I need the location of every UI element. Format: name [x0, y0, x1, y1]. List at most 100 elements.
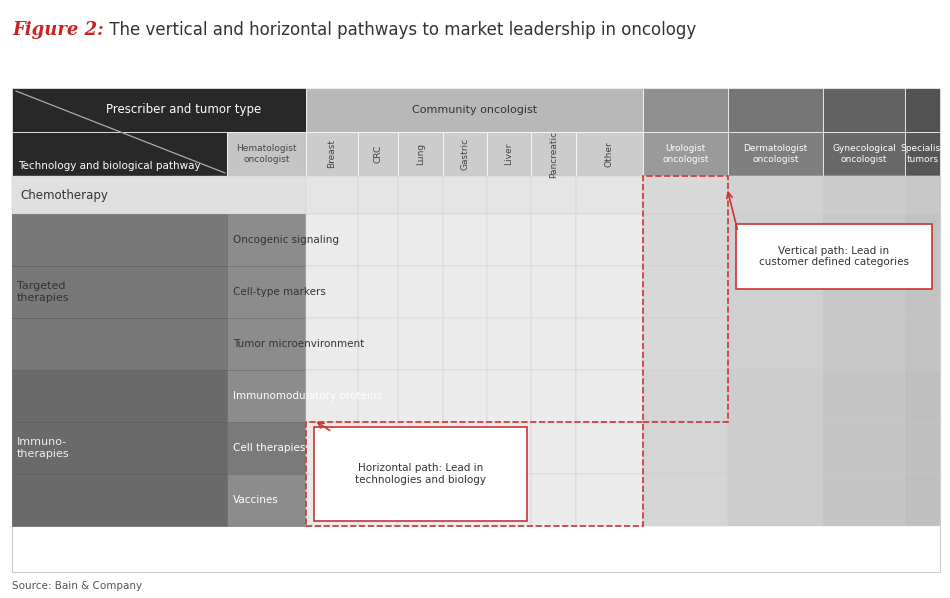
Text: Figure 2:: Figure 2: — [12, 21, 104, 39]
Bar — [823, 422, 905, 474]
Bar — [728, 132, 823, 176]
Bar — [227, 266, 306, 318]
Bar — [728, 176, 823, 214]
Text: Hematologist
oncologist: Hematologist oncologist — [237, 144, 296, 164]
Text: Vaccines: Vaccines — [233, 495, 278, 505]
Bar — [12, 370, 227, 422]
Bar — [823, 318, 905, 370]
Text: Cell-type markers: Cell-type markers — [233, 287, 326, 297]
Bar — [398, 370, 443, 422]
Bar — [358, 474, 398, 526]
Bar — [643, 176, 728, 422]
Bar — [643, 474, 728, 526]
Text: Immunomodulatory proteins: Immunomodulatory proteins — [233, 391, 382, 401]
Bar — [531, 214, 576, 266]
Bar — [905, 370, 940, 422]
Bar — [443, 422, 487, 474]
Bar — [643, 422, 728, 474]
Bar — [905, 132, 940, 176]
Bar — [531, 318, 576, 370]
Bar — [306, 266, 358, 318]
Bar — [643, 214, 728, 266]
Bar — [487, 370, 531, 422]
Text: Technology and biological pathway: Technology and biological pathway — [18, 161, 200, 171]
Bar — [306, 422, 643, 526]
Bar — [398, 474, 443, 526]
Bar — [443, 318, 487, 370]
Bar — [306, 132, 358, 176]
Bar — [358, 266, 398, 318]
Bar — [487, 318, 531, 370]
Bar — [358, 370, 398, 422]
Bar — [643, 318, 728, 370]
Bar — [443, 266, 487, 318]
Text: The vertical and horizontal pathways to market leadership in oncology: The vertical and horizontal pathways to … — [104, 21, 696, 39]
Bar — [443, 474, 487, 526]
Bar — [576, 474, 643, 526]
Bar — [398, 132, 443, 176]
Bar — [306, 214, 358, 266]
Text: Targeted
therapies: Targeted therapies — [17, 281, 69, 303]
Bar — [531, 422, 576, 474]
Bar — [306, 88, 643, 132]
Bar — [905, 474, 940, 526]
Bar — [12, 266, 227, 318]
Text: Chemotherapy: Chemotherapy — [20, 188, 108, 202]
Bar — [576, 132, 643, 176]
Bar — [443, 214, 487, 266]
FancyBboxPatch shape — [736, 224, 932, 289]
Bar — [531, 474, 576, 526]
Bar — [358, 318, 398, 370]
Bar — [905, 88, 940, 132]
Bar — [728, 88, 823, 132]
Bar — [643, 176, 728, 214]
Bar — [12, 176, 940, 214]
Bar — [227, 318, 306, 370]
Bar — [398, 318, 443, 370]
Bar — [398, 422, 443, 474]
Bar — [227, 132, 306, 176]
Text: Lung: Lung — [416, 143, 425, 165]
Bar — [487, 474, 531, 526]
Bar — [306, 266, 358, 318]
Bar — [398, 176, 443, 214]
Bar — [12, 88, 306, 132]
Bar — [823, 88, 905, 132]
Bar — [306, 370, 358, 422]
Bar — [905, 318, 940, 370]
Text: Specialist
tumors: Specialist tumors — [901, 144, 944, 164]
Bar — [227, 474, 306, 526]
Bar — [728, 422, 823, 474]
Bar — [905, 422, 940, 474]
Bar — [358, 176, 398, 214]
Bar — [728, 370, 823, 422]
Bar — [531, 370, 576, 422]
Text: Oncogenic signaling: Oncogenic signaling — [233, 235, 339, 245]
Text: Prescriber and tumor type: Prescriber and tumor type — [106, 103, 261, 117]
Text: Gynecological
oncologist: Gynecological oncologist — [832, 144, 896, 164]
Bar — [306, 318, 358, 370]
Bar — [443, 370, 487, 422]
Bar — [487, 132, 531, 176]
Bar — [306, 318, 358, 370]
Bar — [12, 474, 227, 526]
Bar — [823, 214, 905, 266]
Text: Liver: Liver — [504, 143, 514, 165]
Bar — [306, 474, 358, 526]
Text: Immuno-
therapies: Immuno- therapies — [17, 437, 69, 459]
Bar — [306, 214, 358, 266]
Bar — [12, 88, 940, 572]
Text: Vertical path: Lead in
customer defined categories: Vertical path: Lead in customer defined … — [759, 246, 909, 267]
Bar — [576, 370, 643, 422]
Bar — [227, 214, 306, 266]
Bar — [306, 370, 358, 422]
Bar — [487, 214, 531, 266]
Bar — [531, 266, 576, 318]
Text: Community oncologist: Community oncologist — [412, 105, 537, 115]
Bar — [306, 422, 358, 474]
Bar — [358, 214, 398, 266]
Bar — [823, 176, 905, 214]
Text: Tumor microenvironment: Tumor microenvironment — [233, 339, 364, 349]
Bar — [306, 474, 358, 526]
Bar — [576, 176, 643, 214]
